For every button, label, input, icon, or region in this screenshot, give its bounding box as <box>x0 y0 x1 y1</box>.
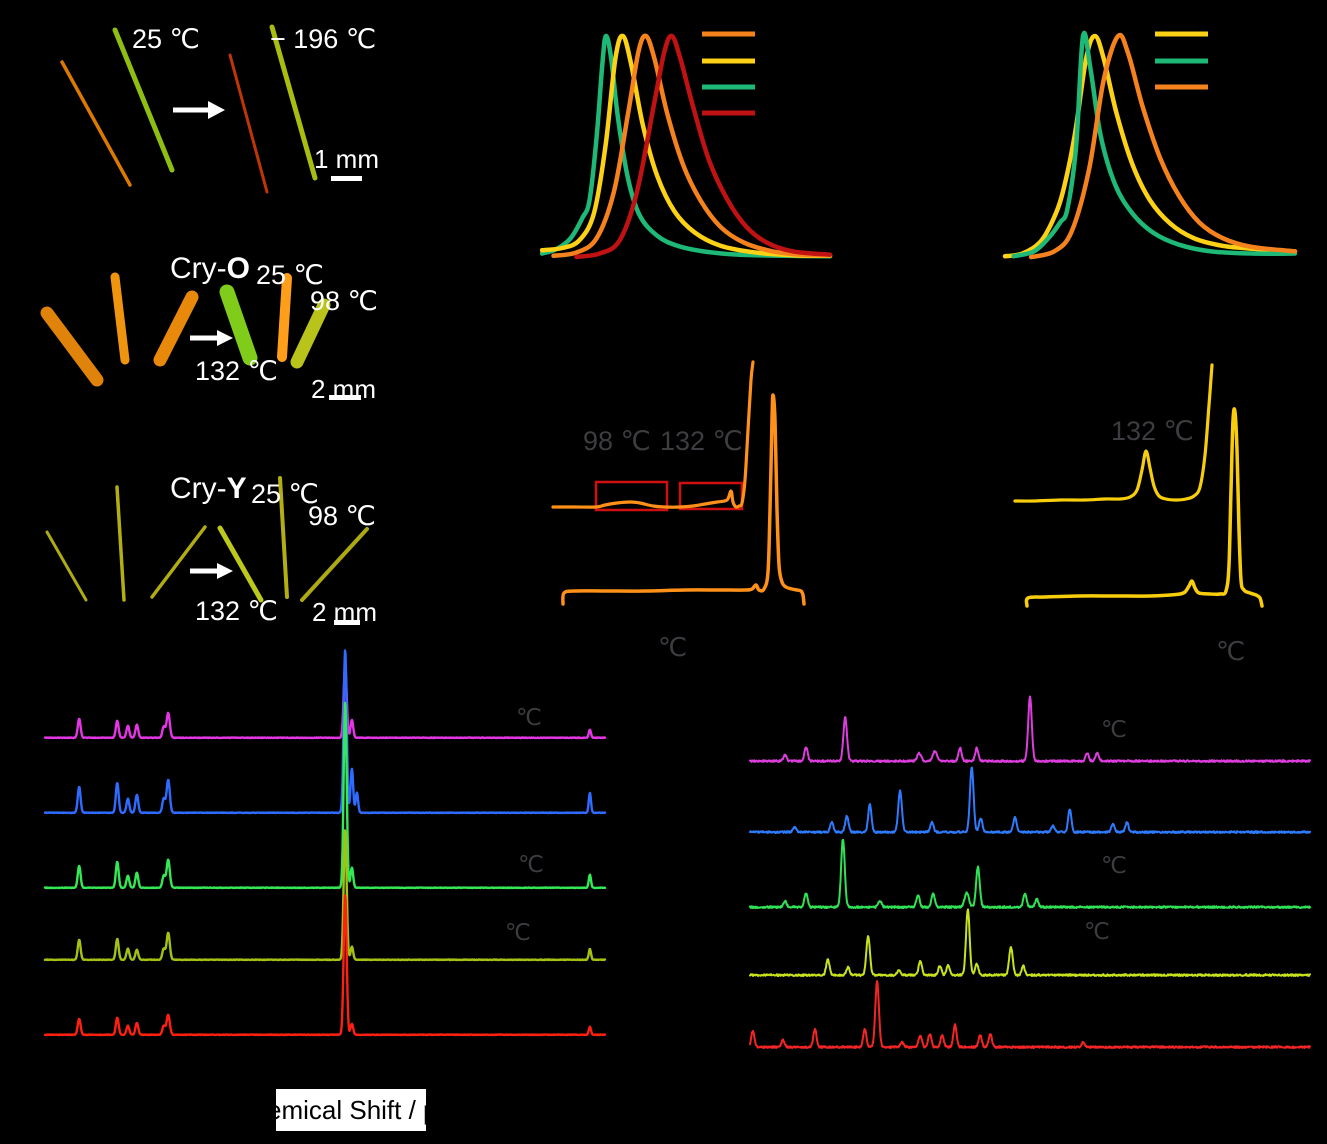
label-temp-25: 25 ℃ <box>256 260 324 290</box>
crystal-slab-yellow <box>290 298 331 369</box>
photo-cry-o <box>40 272 331 387</box>
crystal-needle-1 <box>45 530 88 602</box>
crystal-slab-orange-2 <box>110 272 130 365</box>
nmr-x-axis-label-box: emical Shift / p <box>276 1089 426 1131</box>
photo-needles-ln2 <box>60 24 318 194</box>
photo-cry-y <box>45 476 369 603</box>
xrd-temp-unit-2: ℃ <box>1101 852 1127 878</box>
label-temp-98: 98 ℃ <box>310 286 378 316</box>
chart-dsc-cry-y <box>1013 363 1264 608</box>
label-temp-after: − 196 ℃ <box>270 24 377 54</box>
crystal-slab-green <box>219 284 258 366</box>
crystal-needle-6 <box>300 527 369 602</box>
label-temp-98: 98 ℃ <box>308 501 376 531</box>
title-prefix: Cry- <box>170 472 227 505</box>
nmr-x-axis-label: emical Shift / p <box>276 1095 426 1125</box>
crystal-slab-orange-4 <box>277 273 292 362</box>
scale-bar <box>334 620 360 625</box>
dsc-annotation-98: 98 ℃ <box>583 426 651 456</box>
nmr-temp-unit-1: ℃ <box>516 704 542 730</box>
title-prefix: Cry- <box>170 252 227 285</box>
crystal-needle-orange <box>60 60 132 187</box>
crystal-needle-3 <box>150 525 207 599</box>
label-temp-before: 25 ℃ <box>132 24 200 54</box>
crystal-slab-orange-1 <box>40 306 104 387</box>
arrow-right-icon <box>190 330 233 346</box>
nmr-temp-unit-3: ℃ <box>505 919 531 945</box>
chart-emission-cry-y <box>1002 30 1298 260</box>
crystal-needle-5 <box>278 476 289 599</box>
crystal-needle-red <box>228 53 269 194</box>
nmr-temp-unit-2: ℃ <box>518 851 544 877</box>
label-scale-1mm: 1 mm <box>314 144 379 174</box>
crystal-needle-yellowgreen <box>269 24 318 181</box>
crystal-needle-green <box>112 27 175 173</box>
title-suffix: Y <box>226 472 247 505</box>
dsc-annotation-132: 132 ℃ <box>660 426 743 456</box>
chart-xrd-stack <box>749 695 1311 1049</box>
scale-bar <box>331 176 362 181</box>
dsc-x-unit: ℃ <box>1216 636 1246 666</box>
xrd-temp-unit-1: ℃ <box>1101 716 1127 742</box>
dsc-annotation-132: 132 ℃ <box>1111 416 1194 446</box>
scale-bar <box>329 395 361 400</box>
crystal-needle-2 <box>115 485 126 602</box>
dsc-x-unit: ℃ <box>658 632 688 662</box>
arrow-right-icon <box>173 101 225 119</box>
title-suffix: O <box>226 252 250 285</box>
label-temp-132: 132 ℃ <box>195 356 278 386</box>
xrd-temp-unit-3: ℃ <box>1084 918 1110 944</box>
panel-title-cry-y: Cry-Y <box>170 472 247 506</box>
chart-dsc-cry-o <box>551 360 806 606</box>
crystal-needle-4 <box>217 525 264 603</box>
chart-nmr-stack <box>43 649 607 1037</box>
label-scale-2mm: 2 mm <box>311 374 376 404</box>
label-temp-25: 25 ℃ <box>251 479 319 509</box>
panel-title-cry-o: Cry-O <box>170 252 250 286</box>
label-temp-132: 132 ℃ <box>195 596 278 626</box>
chart-emission-cry-o <box>540 31 833 260</box>
crystal-slab-orange-3 <box>153 290 199 367</box>
arrow-right-icon <box>190 563 233 579</box>
